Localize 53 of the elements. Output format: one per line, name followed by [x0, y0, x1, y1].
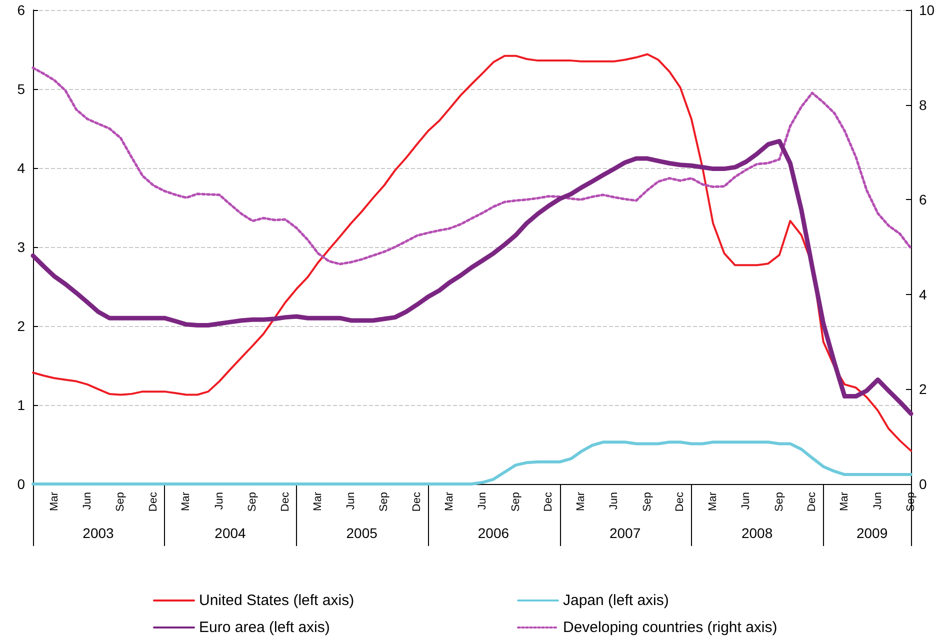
x-tick-label: Jun	[872, 492, 884, 510]
x-tick-label: Dec	[411, 492, 424, 512]
x-tick-label: Sep	[773, 492, 786, 512]
x2-tick-label: 2004	[214, 525, 246, 541]
x2-tick-label: 2003	[82, 525, 114, 541]
x-tick-label: Dec	[279, 492, 292, 512]
y-tick-label: 1	[17, 397, 26, 413]
x-tick-label: Jun	[213, 492, 226, 510]
x-tick-label: Dec	[542, 492, 555, 512]
x-tick-label: Mar	[48, 492, 60, 511]
y2-tick-label: 4	[919, 286, 927, 302]
x-tick-label: Dec	[674, 492, 686, 512]
line-series	[30, 138, 914, 416]
x2-tick-label: 2006	[478, 525, 510, 541]
x-tick-label: Jun	[608, 492, 620, 510]
x-tick-label: Sep	[641, 492, 654, 512]
x-tick-label: Mar	[707, 492, 720, 511]
x-tick-label: Mar	[575, 492, 588, 511]
y2-tick-label: 8	[919, 96, 927, 113]
x-tick-label: Jun	[345, 492, 358, 510]
x-tick-label: Mar	[443, 492, 456, 511]
legend-label: Japan (left axis)	[563, 592, 669, 609]
y2-tick-label: 10	[919, 2, 935, 18]
x-tick-label: Jun	[81, 492, 94, 510]
y-tick-label: 0	[17, 476, 26, 492]
x-tick-label: Sep	[246, 492, 259, 512]
y-tick-label: 6	[17, 2, 26, 18]
legend-label: Euro area (left axis)	[199, 619, 330, 636]
x-tick-label: Jun	[476, 492, 489, 510]
x2-tick-label: 2005	[346, 525, 378, 541]
line-series	[32, 53, 912, 452]
legend-label: Developing countries (right axis)	[563, 619, 778, 636]
x2-tick-label: 2007	[609, 525, 641, 541]
line-series	[32, 66, 912, 266]
y-tick-label: 3	[17, 239, 26, 255]
y2-tick-label: 2	[919, 381, 927, 398]
x-tick-label: Dec	[806, 492, 818, 512]
y2-tick-label: 0	[919, 476, 927, 492]
x-tick-label: Sep	[114, 492, 127, 512]
y2-tick-label: 6	[919, 192, 927, 208]
x-tick-label: Sep	[510, 492, 522, 512]
x2-tick-label: 2008	[741, 525, 773, 541]
x-tick-label: Mar	[838, 492, 851, 511]
legend-label: United States (left axis)	[199, 592, 354, 609]
x-tick-label: Jun	[740, 492, 752, 510]
x-tick-label: Sep	[378, 492, 390, 512]
x2-tick-label: 2009	[856, 525, 888, 541]
x-tick-label: Mar	[180, 492, 192, 511]
y-tick-label: 5	[17, 81, 26, 97]
x-tick-label: Mar	[312, 492, 324, 511]
y-tick-label: 2	[17, 318, 26, 334]
x-tick-label: Dec	[147, 492, 160, 512]
y-tick-label: 4	[17, 160, 26, 176]
